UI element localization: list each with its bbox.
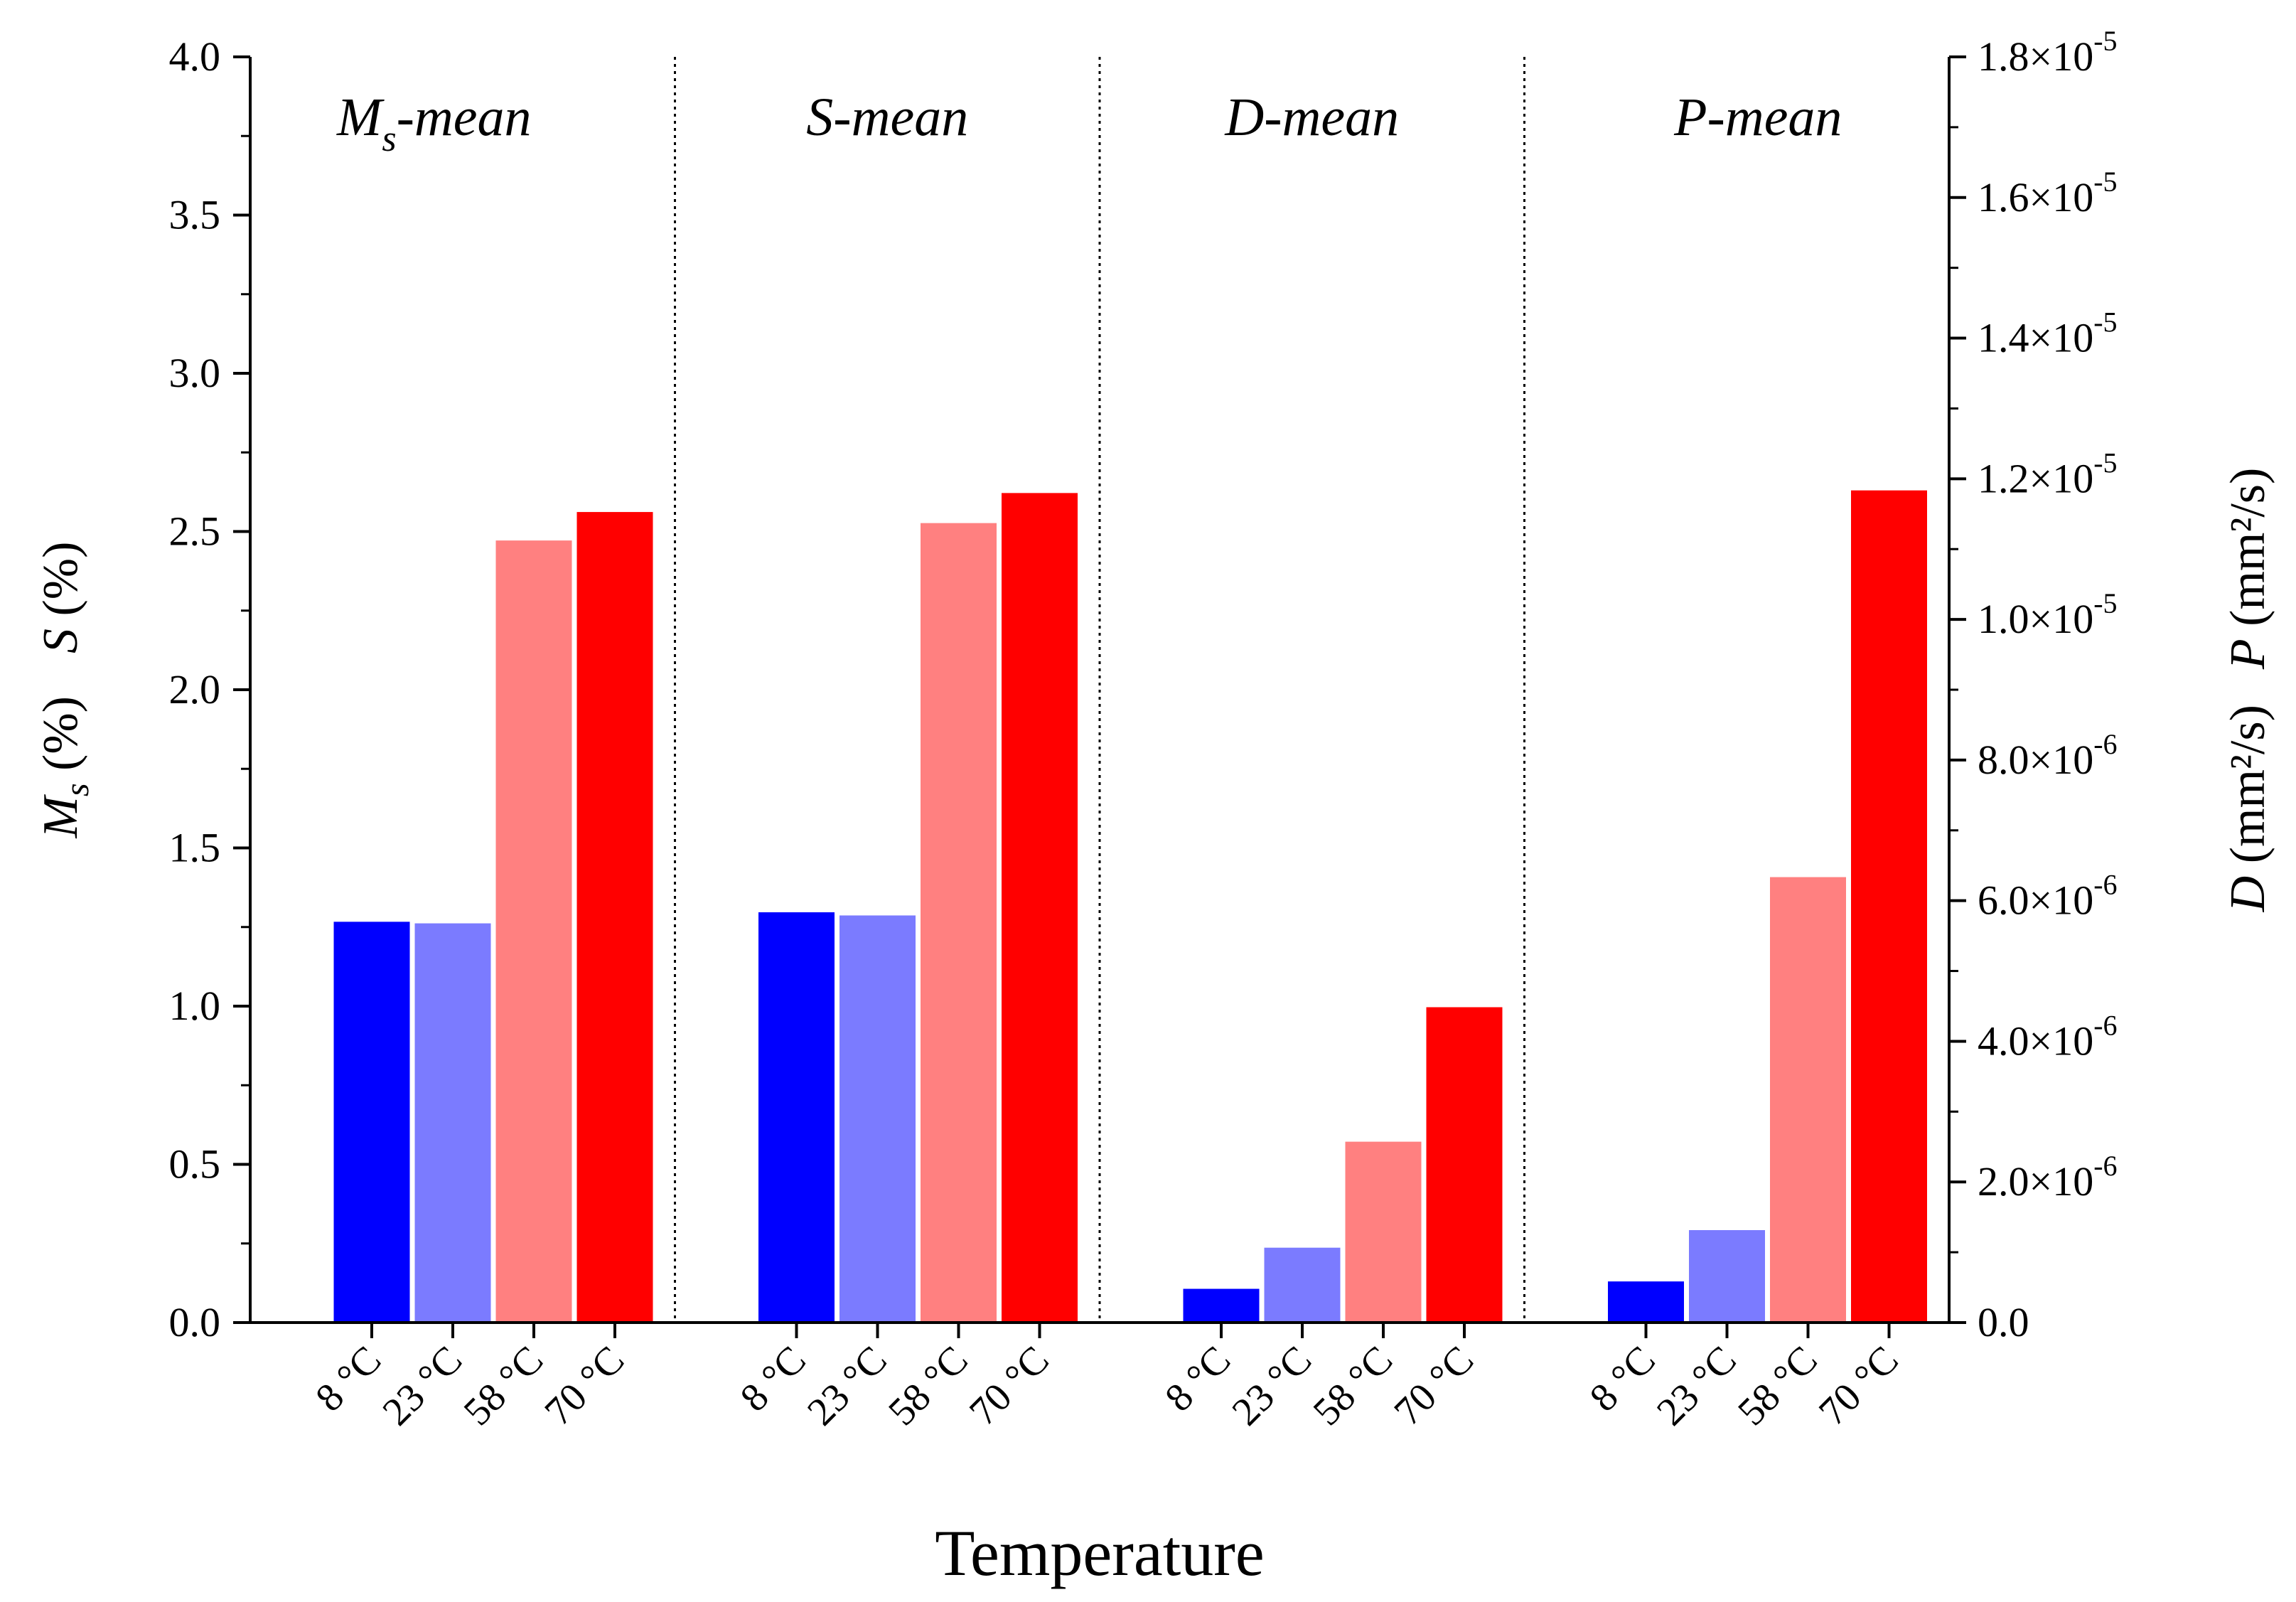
group-title-symbol: S [806, 87, 833, 147]
group-title: D-mean [1224, 87, 1399, 147]
x-category-label: 23 °C [1648, 1337, 1745, 1434]
right-tick-label: 1.0×10-5 [1978, 587, 2118, 642]
x-category-label: 8 °C [1582, 1337, 1664, 1420]
group-title-rest: -mean [1264, 87, 1399, 147]
right-axis-d-symbol: D [2221, 876, 2275, 913]
right-tick-exponent: -5 [2093, 25, 2117, 57]
left-tick-label: 3.5 [169, 192, 221, 238]
x-category-label: 70 °C [1810, 1337, 1907, 1434]
right-tick-exponent: -5 [2093, 166, 2117, 198]
x-category-label: 70 °C [537, 1337, 633, 1434]
bars-layer [331, 488, 1929, 1324]
right-tick-label: 1.8×10-5 [1978, 25, 2118, 80]
left-tick-label: 1.0 [169, 983, 221, 1029]
right-tick-label: 0.0 [1978, 1299, 2029, 1345]
right-tick-exponent: -6 [2093, 869, 2117, 901]
left-axis-s-unit: (%) [33, 542, 88, 629]
bar-0-3 [574, 510, 655, 1324]
x-category-label: 70 °C [961, 1337, 1058, 1434]
left-axis-ms-unit: (%) [33, 696, 88, 783]
left-axis-title: Ms (%)S (%) [33, 542, 96, 839]
right-tick-label: 1.2×10-5 [1978, 447, 2118, 501]
bar-2-0 [1181, 1286, 1262, 1324]
group-title-symbol: P [1673, 87, 1707, 147]
x-category-label: 8 °C [1157, 1337, 1239, 1420]
bar-2-1 [1262, 1245, 1343, 1324]
x-category-label: 23 °C [1224, 1337, 1321, 1434]
bar-1-2 [918, 520, 999, 1324]
bar-1-0 [756, 910, 837, 1324]
right-axis-d-unit: (mm²/s) [2221, 705, 2275, 876]
right-tick-exponent: -5 [2093, 447, 2117, 479]
bar-3-1 [1687, 1227, 1767, 1324]
right-tick-label: 4.0×10-6 [1978, 1009, 2118, 1064]
right-tick-exponent: -5 [2093, 587, 2117, 619]
right-tick-exponent: -6 [2093, 1009, 2117, 1041]
labels-layer: 0.00.51.01.52.02.53.03.54.00.02.0×10-64.… [33, 25, 2275, 1589]
right-tick-mantissa: 6.0×10 [1978, 877, 2093, 924]
bar-1-1 [837, 913, 918, 1324]
left-tick-label: 4.0 [169, 33, 221, 80]
right-tick-label: 1.6×10-5 [1978, 166, 2118, 220]
axes-layer [233, 55, 1966, 1338]
left-tick-label: 2.0 [169, 666, 221, 712]
group-title-rest: -mean [397, 87, 532, 147]
right-tick-exponent: -5 [2093, 306, 2117, 338]
group-title-symbol: M [336, 87, 385, 147]
right-tick-mantissa: 8.0×10 [1978, 737, 2093, 783]
right-tick-label: 6.0×10-6 [1978, 869, 2118, 924]
left-tick-label: 0.5 [169, 1141, 221, 1187]
bar-0-0 [331, 919, 412, 1324]
bar-3-0 [1606, 1279, 1686, 1324]
x-category-label: 70 °C [1386, 1337, 1483, 1434]
x-category-label: 58 °C [1305, 1337, 1402, 1434]
x-category-label: 58 °C [1729, 1337, 1826, 1434]
right-tick-label: 8.0×10-6 [1978, 728, 2118, 783]
left-axis-ms-subscript: s [58, 783, 96, 796]
bar-3-3 [1849, 488, 1929, 1324]
x-axis-title: Temperature [935, 1517, 1265, 1589]
x-category-label: 58 °C [880, 1337, 977, 1434]
group-title-symbol: D [1224, 87, 1264, 147]
right-axis-p-symbol: P [2221, 639, 2275, 670]
x-category-label: 23 °C [799, 1337, 896, 1434]
right-tick-mantissa: 1.2×10 [1978, 455, 2093, 501]
left-tick-label: 3.0 [169, 350, 221, 396]
x-category-label: 8 °C [307, 1337, 390, 1420]
left-tick-label: 0.0 [169, 1299, 221, 1345]
right-tick-mantissa: 1.8×10 [1978, 33, 2093, 80]
right-tick-exponent: -6 [2093, 1150, 2117, 1182]
right-tick-mantissa: 4.0×10 [1978, 1018, 2093, 1064]
bar-0-2 [493, 538, 574, 1324]
group-title: Ms-mean [336, 87, 532, 159]
group-title-rest: -mean [1707, 87, 1842, 147]
bar-2-3 [1424, 1005, 1505, 1324]
left-tick-label: 1.5 [169, 825, 221, 871]
right-axis-p-unit: (mm²/s) [2221, 468, 2275, 639]
right-tick-mantissa: 1.4×10 [1978, 315, 2093, 361]
bar-1-3 [999, 491, 1080, 1324]
right-tick-label: 1.4×10-5 [1978, 306, 2118, 361]
x-category-label: 23 °C [375, 1337, 471, 1434]
right-tick-mantissa: 0.0 [1978, 1299, 2029, 1345]
x-category-label: 8 °C [732, 1337, 815, 1420]
right-tick-mantissa: 1.6×10 [1978, 174, 2093, 220]
group-title: S-mean [806, 87, 968, 147]
bar-3-2 [1768, 875, 1848, 1324]
right-tick-label: 2.0×10-6 [1978, 1150, 2118, 1205]
left-axis-ms-symbol: M [33, 794, 88, 838]
right-tick-mantissa: 1.0×10 [1978, 596, 2093, 642]
bar-2-2 [1343, 1139, 1424, 1324]
bar-0-1 [412, 921, 493, 1324]
right-axis-title: D (mm²/s)P (mm²/s) [2221, 468, 2275, 913]
right-tick-exponent: -6 [2093, 728, 2117, 760]
left-axis-s-symbol: S [33, 629, 88, 653]
right-tick-mantissa: 2.0×10 [1978, 1158, 2093, 1205]
x-category-label: 58 °C [456, 1337, 552, 1434]
group-title: P-mean [1673, 87, 1842, 147]
group-title-rest: -mean [833, 87, 968, 147]
left-tick-label: 2.5 [169, 508, 221, 555]
group-title-subscript: s [382, 119, 396, 159]
